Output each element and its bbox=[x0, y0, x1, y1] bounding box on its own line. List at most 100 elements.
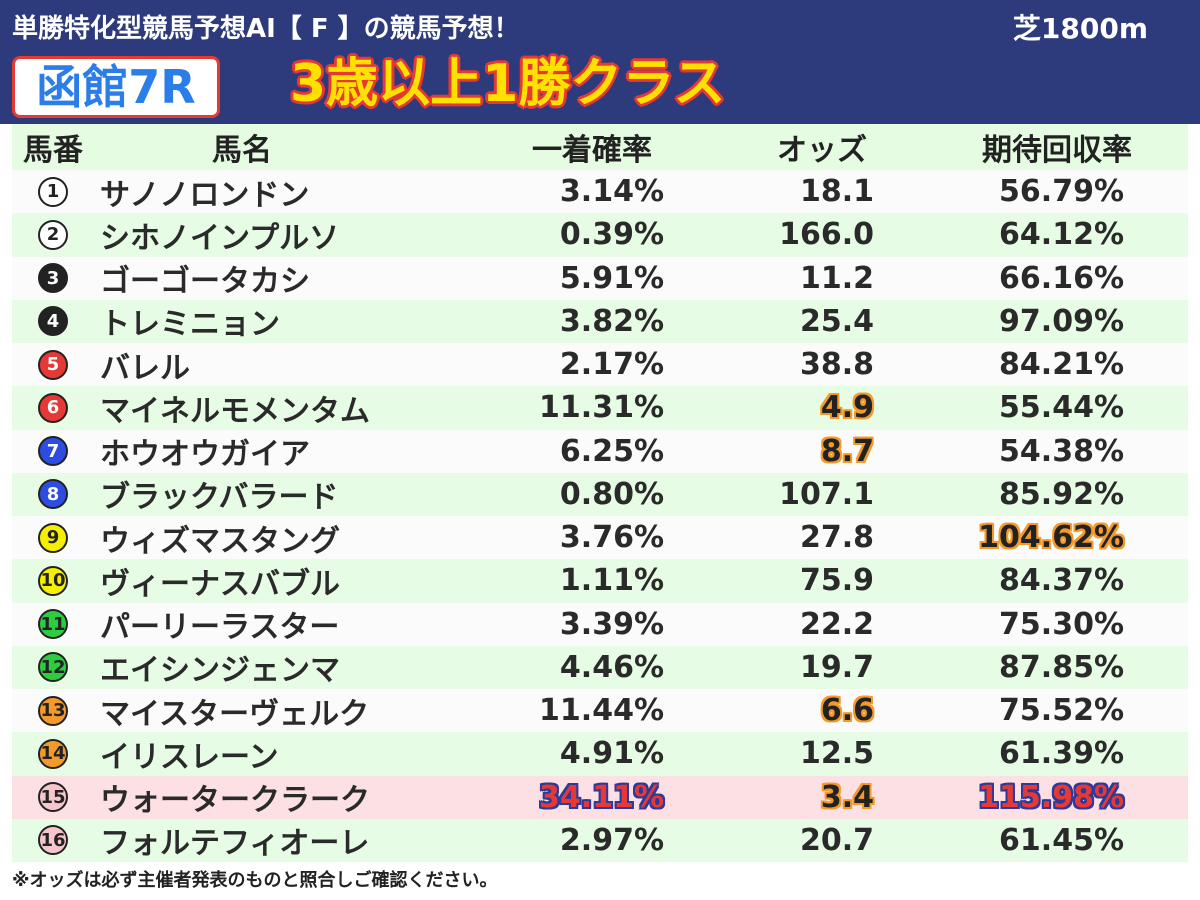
win-probability-value: 0.80% bbox=[559, 476, 664, 512]
win-probability: 3.76% bbox=[492, 516, 664, 559]
win-probability-value: 3.14% bbox=[559, 174, 664, 210]
odds-value: 11.2 bbox=[799, 260, 874, 296]
expected-return: 61.45% bbox=[952, 819, 1124, 862]
win-probability: 2.97% bbox=[492, 819, 664, 862]
win-probability-value: 3.76% bbox=[559, 520, 664, 556]
odds-value: 107.1 bbox=[779, 476, 874, 512]
expected-return-value: 66.16% bbox=[999, 260, 1124, 296]
odds-value: 18.1 bbox=[799, 174, 874, 210]
win-probability-value: 6.25% bbox=[559, 433, 664, 469]
odds: 11.2 bbox=[702, 257, 874, 300]
expected-return: 85.92% bbox=[952, 473, 1124, 516]
horse-number-badge: 4 bbox=[38, 306, 68, 337]
odds: 4.9 bbox=[702, 386, 874, 429]
win-probability: 3.39% bbox=[492, 603, 664, 646]
horse-name-value: サノノロンドン bbox=[100, 177, 310, 213]
horse-number-badge: 1 bbox=[38, 176, 68, 207]
horse-name: トレミニョン bbox=[100, 300, 400, 343]
odds: 3.4 bbox=[702, 776, 874, 819]
horse-name-value: パーリーラスター bbox=[100, 610, 340, 646]
win-probability: 2.17% bbox=[492, 343, 664, 386]
win-probability: 1.11% bbox=[492, 559, 664, 602]
odds: 18.1 bbox=[702, 170, 874, 213]
horse-name-value: シホノインプルソ bbox=[100, 220, 340, 256]
horse-number-badge: 15 bbox=[38, 782, 68, 813]
win-probability: 0.39% bbox=[492, 213, 664, 256]
win-probability-value: 2.97% bbox=[559, 822, 664, 858]
header-horse-name: 馬名 bbox=[212, 133, 272, 168]
horse-name: フォルテフィオーレ bbox=[100, 819, 400, 862]
expected-return: 55.44% bbox=[952, 386, 1124, 429]
expected-return: 84.37% bbox=[952, 559, 1124, 602]
odds-value: 6.6 bbox=[820, 693, 874, 729]
table-row: 6 マイネルモメンタム 11.31% 4.9 55.44% bbox=[12, 386, 1188, 430]
expected-return: 75.30% bbox=[952, 603, 1124, 646]
horse-number-badge: 13 bbox=[38, 695, 68, 726]
horse-number-cell: 6 bbox=[12, 386, 94, 429]
horse-name: ゴーゴータカシ bbox=[100, 257, 400, 300]
table-row: 10 ヴィーナスバブル 1.11% 75.9 84.37% bbox=[12, 559, 1188, 603]
horse-number-badge: 3 bbox=[38, 263, 68, 294]
prediction-table: 馬番 馬名 一着確率 オッズ 期待回収率 1 サノノロンドン 3.14% 18.1 5 6… bbox=[12, 124, 1188, 862]
table-row: 2 シホノインプルソ 0.39% 166.0 64.12% bbox=[12, 213, 1188, 257]
race-class-title: 3歳以上1勝クラス bbox=[290, 54, 726, 114]
horse-name-value: ホウオウガイア bbox=[100, 437, 310, 473]
win-probability: 6.25% bbox=[492, 430, 664, 473]
venue-race-badge: 函館7R bbox=[12, 56, 220, 118]
table-row: 12 エイシンジェンマ 4.46% 19.7 87.85% bbox=[12, 645, 1188, 689]
win-probability: 4.46% bbox=[492, 646, 664, 689]
odds-value: 166.0 bbox=[779, 217, 874, 253]
odds: 107.1 bbox=[702, 473, 874, 516]
odds: 12.5 bbox=[702, 732, 874, 775]
win-probability-value: 1.11% bbox=[559, 563, 664, 599]
table-row: 16 フォルテフィオーレ 2.97% 20.7 61.45% bbox=[12, 818, 1188, 862]
horse-number-cell: 14 bbox=[12, 732, 94, 775]
expected-return: 54.38% bbox=[952, 430, 1124, 473]
win-probability-value: 4.91% bbox=[559, 736, 664, 772]
horse-name-value: マイネルモメンタム bbox=[100, 393, 370, 429]
horse-number-cell: 16 bbox=[12, 819, 94, 862]
win-probability-value: 4.46% bbox=[559, 649, 664, 685]
odds-value: 4.9 bbox=[820, 390, 874, 426]
expected-return-value: 87.85% bbox=[999, 649, 1124, 685]
table-row: 1 サノノロンドン 3.14% 18.1 56.79% bbox=[12, 170, 1188, 214]
horse-number-cell: 10 bbox=[12, 559, 94, 602]
horse-number-badge: 11 bbox=[38, 609, 68, 640]
horse-number-cell: 3 bbox=[12, 257, 94, 300]
expected-return-value: 97.09% bbox=[999, 303, 1124, 339]
horse-name: ウォータークラーク bbox=[100, 776, 400, 819]
win-probability: 4.91% bbox=[492, 732, 664, 775]
odds: 166.0 bbox=[702, 213, 874, 256]
expected-return: 87.85% bbox=[952, 646, 1124, 689]
horse-name: ウィズマスタング bbox=[100, 516, 400, 559]
horse-name-value: フォルテフィオーレ bbox=[100, 826, 370, 862]
expected-return: 66.16% bbox=[952, 257, 1124, 300]
expected-return: 61.39% bbox=[952, 732, 1124, 775]
win-probability-value: 2.17% bbox=[559, 347, 664, 383]
table-row: 4 トレミニョン 3.82% 25.4 97.09% bbox=[12, 299, 1188, 343]
table-header-row: 馬番 馬名 一着確率 オッズ 期待回収率 bbox=[12, 124, 1188, 170]
horse-number-cell: 7 bbox=[12, 430, 94, 473]
odds-value: 19.7 bbox=[799, 649, 874, 685]
horse-name: ホウオウガイア bbox=[100, 430, 400, 473]
table-row: 15 ウォータークラーク 34.11% 3.4 115.98% bbox=[12, 775, 1188, 819]
expected-return: 84.21% bbox=[952, 343, 1124, 386]
horse-number-badge: 5 bbox=[38, 349, 68, 380]
subtitle: 単勝特化型競馬予想AI【 F 】の競馬予想！ bbox=[12, 14, 520, 44]
win-probability-value: 34.11% bbox=[539, 779, 664, 815]
expected-return-value: 115.98% bbox=[978, 779, 1124, 815]
table-row: 14 イリスレーン 4.91% 12.5 61.39% bbox=[12, 732, 1188, 776]
table-row: 7 ホウオウガイア 6.25% 8.7 54.38% bbox=[12, 429, 1188, 473]
horse-name: シホノインプルソ bbox=[100, 213, 400, 256]
horse-number-cell: 15 bbox=[12, 776, 94, 819]
win-probability: 11.44% bbox=[492, 689, 664, 732]
odds-value: 75.9 bbox=[799, 563, 874, 599]
horse-name-value: トレミニョン bbox=[100, 307, 280, 343]
table-row: 3 ゴーゴータカシ 5.91% 11.2 66.16% bbox=[12, 256, 1188, 300]
expected-return: 115.98% bbox=[952, 776, 1124, 819]
horse-number-cell: 2 bbox=[12, 213, 94, 256]
horse-name-value: ブラックバラード bbox=[100, 480, 339, 516]
table-row: 9 ウィズマスタング 3.76% 27.8 104.62% bbox=[12, 516, 1188, 560]
horse-name: イリスレーン bbox=[100, 732, 400, 775]
horse-name: マイスターヴェルク bbox=[100, 689, 400, 732]
